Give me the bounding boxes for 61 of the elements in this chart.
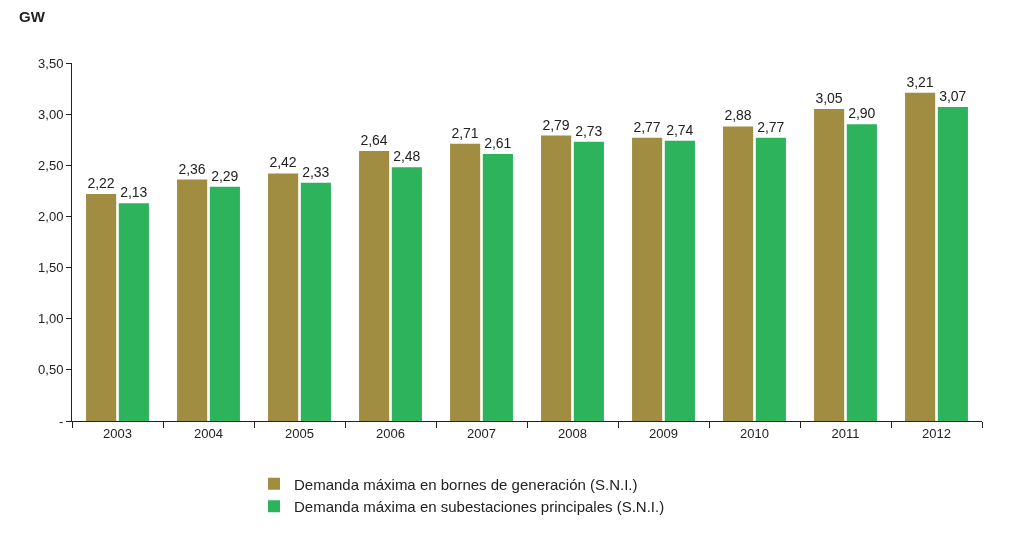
bar [209,186,240,421]
y-tick-label: 3,50 [38,55,64,71]
bar [118,203,149,421]
bar [755,137,786,421]
data-label: 2,79 [542,116,570,133]
y-tick-label: 1,00 [38,311,64,327]
bar [937,106,968,421]
y-tick-label: 3,00 [38,106,64,122]
x-tick-label: 2008 [558,425,587,441]
x-tick-label: 2012 [922,425,951,441]
bar [268,173,299,421]
y-tick-label: 1,50 [38,260,64,276]
x-tick-label: 2011 [831,425,860,441]
x-tick-label: 2010 [740,425,769,441]
legend-label: Demanda máxima en subestaciones principales (S.N.I.) [294,498,665,516]
bar [482,154,513,421]
x-tick-label: 2003 [103,425,132,441]
x-tick-label: 2006 [376,425,405,441]
y-tick-label: 0,50 [38,362,64,378]
data-label: 2,90 [848,105,876,122]
x-tick-label: 2004 [194,425,223,441]
data-label: 2,64 [360,131,388,148]
data-label: 3,05 [815,90,843,107]
legend-label: Demanda máxima en bornes de generación (S.N.I.) [294,475,638,493]
bar [391,167,422,421]
bar [573,141,604,421]
data-label: 2,73 [575,122,603,139]
data-label: 2,22 [87,174,115,191]
data-label: 2,36 [178,160,206,177]
data-label: 2,74 [666,121,694,138]
data-label: 2,77 [757,118,785,135]
bar [664,140,695,421]
data-label: 2,88 [724,107,752,124]
bar [905,92,936,421]
data-label: 2,71 [451,124,479,141]
data-label: 2,42 [269,154,297,171]
bar [359,150,390,421]
bar [632,137,663,421]
bar [814,109,845,421]
bar [541,135,572,421]
x-tick-label: 2007 [467,425,496,441]
bar [300,182,331,421]
data-label: 2,48 [393,148,421,165]
y-tick-label: - [59,413,64,429]
data-label: 3,21 [906,73,934,90]
data-label: 2,29 [211,167,239,184]
bar [846,124,877,421]
data-label: 2,33 [302,163,330,180]
bar [86,193,117,421]
data-label: 2,61 [484,135,512,152]
data-label: 3,07 [939,87,967,104]
y-tick-label: 2,50 [38,157,64,173]
y-axis-title: GW [19,8,46,25]
bar [723,126,754,421]
data-label: 2,77 [633,118,661,135]
x-tick-label: 2005 [285,425,314,441]
x-tick-label: 2009 [649,425,678,441]
y-tick-label: 2,00 [38,208,64,224]
data-label: 2,13 [120,184,148,201]
bar [450,143,481,421]
bar [177,179,208,421]
